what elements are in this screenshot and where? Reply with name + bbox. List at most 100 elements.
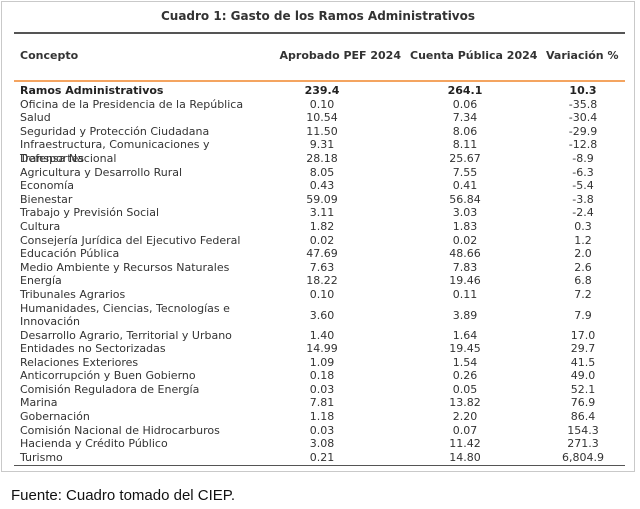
row-cuenta: 0.26 — [452, 369, 478, 383]
table-row: Relaciones Exteriores 1.09 1.54 41.5 — [20, 356, 625, 370]
table-title: Cuadro 1: Gasto de los Ramos Administrat… — [160, 9, 476, 23]
header-rule — [14, 80, 625, 82]
table-row: Anticorrupción y Buen Gobierno 0.18 0.26 49… — [20, 369, 625, 383]
row-aprobado: 7.63 — [309, 260, 335, 274]
row-concepto: Consejería Jurídica del Ejecutivo Federa… — [20, 233, 241, 247]
row-concepto: Agricultura y Desarrollo Rural — [20, 165, 183, 179]
row-concepto: Economía — [20, 179, 74, 193]
row-variacion: -29.9 — [568, 124, 598, 138]
row-variacion: 41.5 — [570, 355, 596, 369]
header-concepto: Concepto — [20, 49, 79, 62]
row-variacion: 0.3 — [574, 219, 592, 233]
row-cuenta: 8.06 — [452, 124, 478, 138]
row-cuenta: 0.07 — [452, 423, 478, 437]
row-aprobado: 1.82 — [309, 219, 335, 233]
header-aprobado: Aprobado PEF 2024 — [279, 49, 401, 62]
row-aprobado: 0.03 — [309, 423, 335, 437]
row-aprobado: 47.69 — [306, 247, 338, 261]
top-rule — [14, 32, 625, 34]
row-concepto: Relaciones Exteriores — [20, 355, 139, 369]
row-aprobado: 28.18 — [306, 151, 338, 165]
row-cuenta: 1.83 — [452, 219, 478, 233]
row-cuenta: 56.84 — [449, 192, 481, 206]
row-cuenta: 19.46 — [449, 274, 481, 288]
row-variacion: -30.4 — [568, 111, 598, 125]
row-concepto: Entidades no Sectorizadas — [20, 342, 166, 356]
row-aprobado: 9.31 — [309, 138, 335, 152]
row-cuenta: 0.11 — [452, 287, 478, 301]
row-variacion: 7.2 — [574, 287, 592, 301]
table-row: Tribunales Agrarios 0.10 0.11 7.2 — [20, 288, 625, 302]
row-concepto: Marina — [20, 396, 58, 410]
row-variacion: 6.8 — [574, 274, 592, 288]
table-row: Seguridad y Protección Ciudadana 11.50 8.0… — [20, 125, 625, 139]
row-variacion: 2.0 — [574, 247, 592, 261]
table-row: Entidades no Sectorizadas 14.99 19.45 29.7 — [20, 342, 625, 356]
row-variacion: 49.0 — [570, 369, 596, 383]
row-variacion: 271.3 — [567, 437, 599, 451]
table-body: Ramos Administrativos 239.4 264.1 10.3 O… — [20, 84, 625, 464]
row-concepto: Trabajo y Previsión Social — [20, 206, 160, 220]
row-cuenta: 0.41 — [452, 179, 478, 193]
row-concepto: Hacienda y Crédito Público — [20, 437, 168, 451]
bottom-rule — [14, 465, 625, 466]
row-variacion: 17.0 — [570, 328, 596, 342]
row-concepto: Educación Pública — [20, 247, 120, 261]
row-aprobado: 10.54 — [306, 111, 338, 125]
source-note: Fuente: Cuadro tomado del CIEP. — [11, 487, 236, 504]
row-concepto: Tribunales Agrarios — [20, 287, 126, 301]
row-variacion: -2.4 — [572, 206, 594, 220]
row-aprobado: 0.18 — [309, 369, 335, 383]
row-aprobado: 11.50 — [306, 124, 338, 138]
table-row: Bienestar 59.09 56.84 -3.8 — [20, 193, 625, 207]
table-row: Hacienda y Crédito Público 3.08 11.42 271.3 — [20, 437, 625, 451]
row-cuenta: 8.11 — [452, 138, 478, 152]
total-concepto: Ramos Administrativos — [20, 84, 164, 97]
table-row: Energía 18.22 19.46 6.8 — [20, 274, 625, 288]
row-aprobado: 1.18 — [309, 410, 335, 424]
row-aprobado: 8.05 — [309, 165, 335, 179]
table-row: Trabajo y Previsión Social 3.11 3.03 -2.4 — [20, 206, 625, 220]
header-variacion: Variación % — [546, 49, 619, 62]
row-cuenta: 25.67 — [449, 151, 481, 165]
row-cuenta: 3.03 — [452, 206, 478, 220]
table-row: Defensa Nacional 28.18 25.67 -8.9 — [20, 152, 625, 166]
table-row: Cultura 1.82 1.83 0.3 — [20, 220, 625, 234]
row-variacion: 1.2 — [574, 233, 592, 247]
row-cuenta: 7.34 — [452, 111, 478, 125]
total-variacion: 10.3 — [569, 84, 597, 97]
row-cuenta: 0.05 — [452, 382, 478, 396]
table-row: Consejería Jurídica del Ejecutivo Federa… — [20, 234, 625, 248]
row-aprobado: 1.40 — [309, 328, 335, 342]
row-variacion: -8.9 — [572, 151, 594, 165]
row-concepto: Turismo — [20, 450, 63, 464]
row-cuenta: 7.83 — [452, 260, 478, 274]
row-concepto: Defensa Nacional — [20, 151, 117, 165]
row-concepto: Salud — [20, 111, 51, 125]
row-concepto: Desarrollo Agrario, Territorial y Urbano — [20, 328, 232, 342]
row-aprobado: 0.43 — [309, 179, 335, 193]
header-cuenta: Cuenta Pública 2024 — [410, 49, 538, 62]
row-concepto: Comisión Nacional de Hidrocarburos — [20, 423, 220, 437]
table-row: Medio Ambiente y Recursos Naturales 7.63 7… — [20, 261, 625, 275]
row-variacion: -3.8 — [572, 192, 594, 206]
table-row: Economía 0.43 0.41 -5.4 — [20, 179, 625, 193]
row-cuenta: 7.55 — [452, 165, 478, 179]
row-aprobado: 0.03 — [309, 382, 335, 396]
table-row: Infraestructura, Comunicaciones y Transp… — [20, 138, 625, 164]
row-concepto: Humanidades, Ciencias, Tecnologías e Inn… — [20, 301, 230, 328]
table-row: Desarrollo Agrario, Territorial y Urbano… — [20, 329, 625, 343]
row-concepto: Bienestar — [20, 192, 73, 206]
total-aprobado: 239.4 — [304, 84, 340, 97]
row-variacion: -35.8 — [568, 97, 598, 111]
row-concepto: Gobernación — [20, 410, 90, 424]
row-cuenta: 14.80 — [449, 450, 481, 464]
table-row: Agricultura y Desarrollo Rural 8.05 7.55 -6… — [20, 166, 625, 180]
row-cuenta: 48.66 — [449, 247, 481, 261]
row-variacion: 86.4 — [570, 410, 596, 424]
row-cuenta: 3.89 — [452, 308, 478, 322]
row-cuenta: 11.42 — [449, 437, 481, 451]
row-concepto: Anticorrupción y Buen Gobierno — [20, 369, 196, 383]
row-aprobado: 0.21 — [309, 450, 335, 464]
row-variacion: 7.9 — [574, 308, 592, 322]
